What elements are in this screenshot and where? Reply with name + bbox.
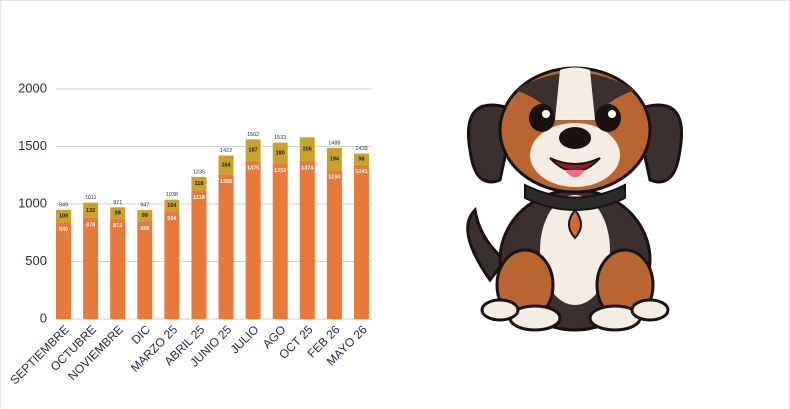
segment-label: 180 bbox=[276, 151, 285, 157]
bar-segment bbox=[191, 190, 207, 319]
bar-segment bbox=[137, 210, 153, 222]
total-label: 1562 bbox=[247, 132, 259, 138]
total-label: 1236 bbox=[193, 169, 205, 175]
y-tick-label: 0 bbox=[40, 310, 47, 325]
bar-segment bbox=[164, 211, 180, 319]
segment-label: 206 bbox=[303, 147, 312, 153]
total-label: 1488 bbox=[328, 140, 340, 146]
segment-label: 164 bbox=[221, 162, 231, 168]
segment-label: 109 bbox=[59, 214, 68, 220]
bar-segment bbox=[218, 155, 234, 175]
total-label: 949 bbox=[59, 202, 68, 208]
segment-label: 840 bbox=[59, 227, 68, 233]
y-tick-label: 1000 bbox=[18, 195, 47, 210]
segment-label: 104 bbox=[167, 203, 177, 209]
total-label: 1439 bbox=[355, 146, 367, 152]
bar-segment bbox=[272, 163, 288, 319]
segment-label: 1353 bbox=[274, 168, 286, 174]
bar-segment bbox=[245, 139, 261, 161]
bar-segment bbox=[191, 176, 207, 191]
dog-illustration bbox=[466, 66, 683, 332]
bar-segment bbox=[83, 202, 99, 218]
bar-segment bbox=[353, 164, 369, 319]
segment-label: 1258 bbox=[220, 179, 232, 185]
bar-segment bbox=[56, 222, 72, 319]
total-label: 1038 bbox=[166, 192, 178, 198]
segment-label: 1294 bbox=[328, 175, 341, 181]
segment-label: 118 bbox=[195, 181, 204, 187]
bar-segment bbox=[110, 218, 126, 319]
bar-segment bbox=[56, 209, 72, 223]
bar-segment bbox=[326, 147, 342, 171]
bar-segment bbox=[137, 221, 153, 319]
bar-segment bbox=[299, 160, 315, 319]
y-tick-label: 500 bbox=[25, 253, 47, 268]
segment-label: 98 bbox=[358, 157, 364, 163]
segment-label: 194 bbox=[330, 156, 340, 162]
bar-segment bbox=[299, 137, 315, 161]
bar-segment bbox=[83, 217, 99, 319]
segment-label: 872 bbox=[113, 223, 122, 229]
segment-label: 99 bbox=[142, 213, 148, 219]
bar-segment bbox=[218, 174, 234, 319]
bar-segment bbox=[326, 170, 342, 319]
segment-label: 1118 bbox=[193, 195, 205, 201]
total-label: 947 bbox=[140, 203, 149, 209]
y-tick-label: 1500 bbox=[18, 138, 47, 153]
segment-label: 132 bbox=[86, 208, 95, 214]
total-label: 971 bbox=[113, 200, 122, 206]
segment-label: 879 bbox=[86, 222, 95, 228]
total-label: 1011 bbox=[85, 195, 97, 201]
bar-segment bbox=[245, 160, 261, 319]
segment-label: 1341 bbox=[355, 169, 367, 175]
y-tick-label: 2000 bbox=[18, 80, 47, 95]
segment-label: 99 bbox=[115, 210, 121, 216]
segment-label: 1375 bbox=[247, 165, 259, 171]
bar-segment bbox=[353, 153, 369, 165]
segment-label: 934 bbox=[167, 216, 177, 222]
segment-label: 848 bbox=[140, 226, 149, 232]
bar-segment bbox=[110, 207, 126, 219]
bar-segment bbox=[164, 199, 180, 212]
total-label: 1533 bbox=[274, 135, 286, 141]
total-label: 1422 bbox=[220, 148, 232, 154]
segment-label: 1374 bbox=[301, 165, 314, 171]
bar-segment bbox=[272, 142, 288, 164]
segment-label: 187 bbox=[249, 148, 258, 154]
